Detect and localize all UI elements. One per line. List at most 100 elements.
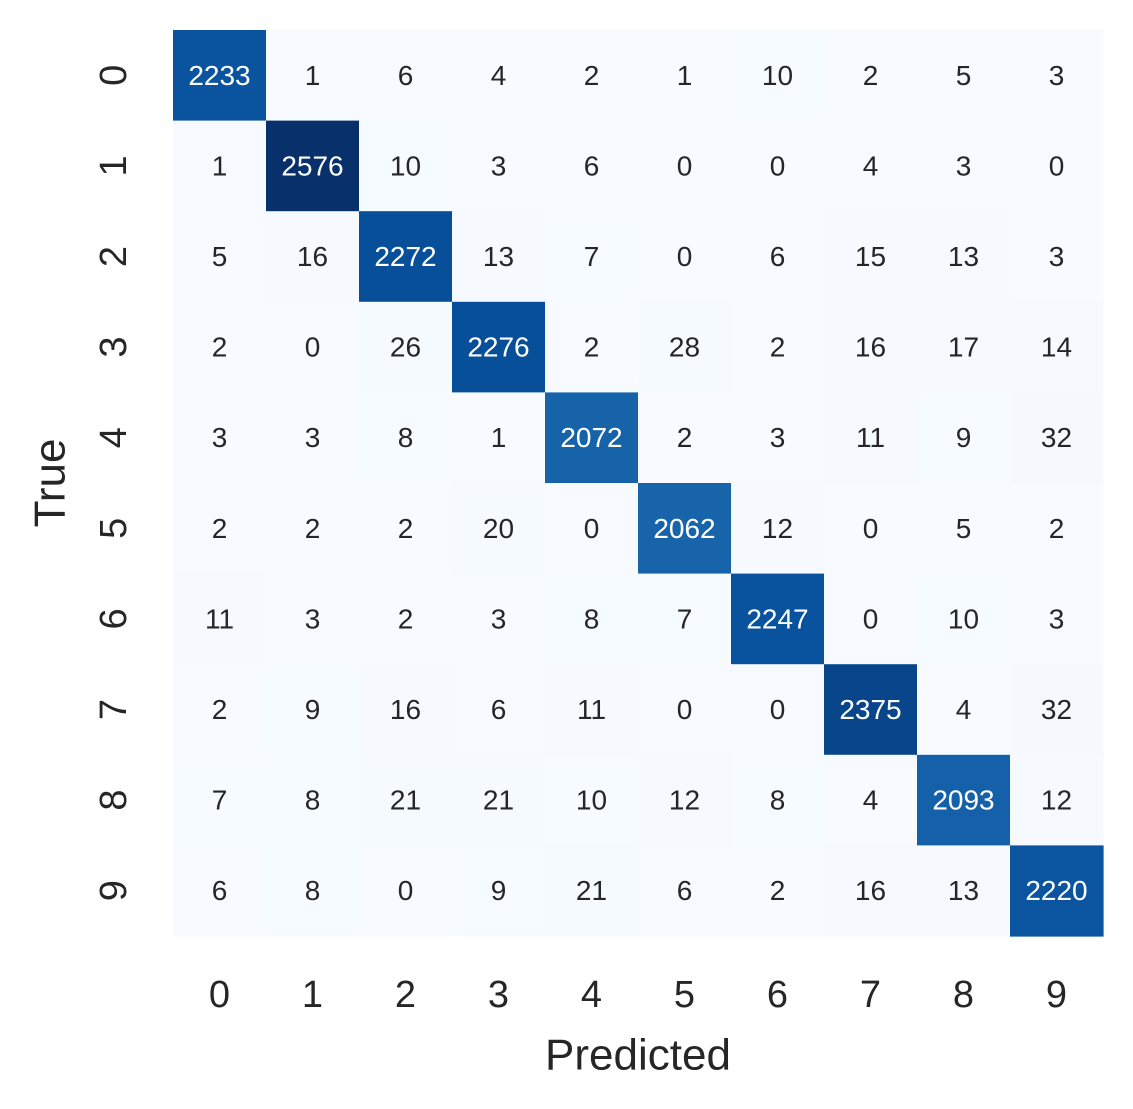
cell-value-label: 2 [770, 875, 786, 906]
heatmap-cell-r6-c7 [824, 573, 918, 665]
heatmap-cell-r2-c4 [545, 211, 639, 303]
x-tick-label: 6 [767, 974, 788, 1016]
x-tick-labels: 0 1 2 3 4 5 6 7 8 9 [209, 974, 1067, 1016]
heatmap-cell-r0-c4 [545, 30, 639, 122]
cell-value-label: 3 [491, 603, 507, 634]
heatmap-cell-r2-c9 [1010, 211, 1104, 303]
cell-value-label: 16 [855, 875, 886, 906]
heatmap-cell-r7-c6 [731, 664, 825, 756]
heatmap-cell-r1-c5 [638, 120, 732, 212]
cell-value-label: 2072 [560, 422, 622, 453]
heatmap-cell-r0-c9 [1010, 30, 1104, 122]
heatmap-cell-r2-c6 [731, 211, 825, 303]
cell-value-label: 3 [1049, 60, 1065, 91]
y-tick-label: 9 [93, 880, 135, 901]
heatmap-cell-r6-c3 [452, 573, 546, 665]
heatmap-cell-r9-c4 [545, 845, 639, 937]
cell-value-label: 17 [948, 332, 979, 363]
cell-value-label: 16 [297, 241, 328, 272]
heatmap-cell-r3-c9 [1010, 301, 1104, 393]
heatmap-cell-r8-c3 [452, 754, 546, 846]
cell-value-label: 6 [770, 241, 786, 272]
heatmap-cell-r3-c4 [545, 301, 639, 393]
heatmap-cell-r4-c5 [638, 392, 732, 484]
heatmap-cell-r2-c0 [173, 211, 267, 303]
cell-value-label: 0 [305, 332, 321, 363]
y-tick-label: 8 [93, 790, 135, 811]
cell-value-label: 2 [398, 513, 414, 544]
y-tick-label: 4 [93, 427, 135, 448]
cell-value-label: 7 [584, 241, 600, 272]
cell-value-label: 8 [398, 422, 414, 453]
heatmap-cell-r7-c5 [638, 664, 732, 756]
cell-value-label: 2 [212, 332, 228, 363]
cell-value-label: 10 [390, 150, 421, 181]
heatmap-cell-r2-c5 [638, 211, 732, 303]
cell-value-label: 21 [390, 785, 421, 816]
heatmap-cell-r2-c2 [359, 211, 453, 303]
cell-value-label: 4 [863, 150, 879, 181]
cell-value-label: 12 [669, 785, 700, 816]
cell-value-label: 6 [584, 150, 600, 181]
heatmap-cell-r3-c3 [452, 301, 546, 393]
heatmap-cell-r8-c5 [638, 754, 732, 846]
cell-value-label: 1 [677, 60, 693, 91]
heatmap-cell-r9-c1 [266, 845, 360, 937]
cell-value-label: 5 [956, 513, 972, 544]
heatmap-cell-r7-c3 [452, 664, 546, 756]
cell-value-label: 5 [956, 60, 972, 91]
cell-value-label: 2 [863, 60, 879, 91]
cell-value-label: 5 [212, 241, 228, 272]
heatmap-cell-r3-c6 [731, 301, 825, 393]
cell-value-label: 0 [677, 150, 693, 181]
heatmap-cell-r9-c3 [452, 845, 546, 937]
cell-value-label: 2093 [932, 785, 994, 816]
cell-value-label: 2576 [281, 150, 343, 181]
heatmap-cell-r1-c9 [1010, 120, 1104, 212]
cell-value-label: 2272 [374, 241, 436, 272]
heatmap-cell-r6-c6 [731, 573, 825, 665]
cell-value-label: 2247 [746, 603, 808, 634]
cell-value-label: 0 [584, 513, 600, 544]
y-tick-label: 2 [93, 246, 135, 267]
heatmap-cell-r5-c8 [917, 483, 1011, 575]
heatmap-cell-r8-c6 [731, 754, 825, 846]
cell-value-label: 6 [491, 694, 507, 725]
heatmap-cell-r9-c7 [824, 845, 918, 937]
cell-value-label: 3 [956, 150, 972, 181]
cell-value-label: 20 [483, 513, 514, 544]
heatmap-cell-r8-c7 [824, 754, 918, 846]
cell-value-label: 2 [677, 422, 693, 453]
heatmap-cell-r9-c6 [731, 845, 825, 937]
y-axis-title: True [26, 439, 75, 528]
y-tick-label: 5 [93, 518, 135, 539]
heatmap-cell-r5-c0 [173, 483, 267, 575]
cell-value-label: 6 [677, 875, 693, 906]
heatmap-cell-r2-c8 [917, 211, 1011, 303]
heatmap-cell-r2-c3 [452, 211, 546, 303]
cell-value-label: 0 [677, 694, 693, 725]
x-tick-label: 4 [581, 974, 602, 1016]
cell-value-label: 0 [863, 513, 879, 544]
heatmap-cell-r2-c1 [266, 211, 360, 303]
heatmap-cell-r3-c8 [917, 301, 1011, 393]
heatmap-cell-r3-c7 [824, 301, 918, 393]
heatmap-cell-r7-c7 [824, 664, 918, 756]
heatmap-cell-r1-c7 [824, 120, 918, 212]
cell-value-label: 21 [576, 875, 607, 906]
y-tick-label: 1 [93, 155, 135, 176]
cell-value-label: 3 [491, 150, 507, 181]
heatmap-cell-r6-c1 [266, 573, 360, 665]
cell-value-label: 13 [483, 241, 514, 272]
cell-value-label: 2 [770, 332, 786, 363]
cell-value-label: 8 [770, 785, 786, 816]
cell-value-label: 9 [491, 875, 507, 906]
cell-value-label: 13 [948, 241, 979, 272]
cell-value-label: 2 [212, 694, 228, 725]
heatmap-cell-r2-c7 [824, 211, 918, 303]
heatmap-cell-r7-c9 [1010, 664, 1104, 756]
heatmap-cell-r4-c4 [545, 392, 639, 484]
heatmap-cell-r8-c0 [173, 754, 267, 846]
heatmap-cell-r5-c6 [731, 483, 825, 575]
cell-value-label: 14 [1041, 332, 1072, 363]
